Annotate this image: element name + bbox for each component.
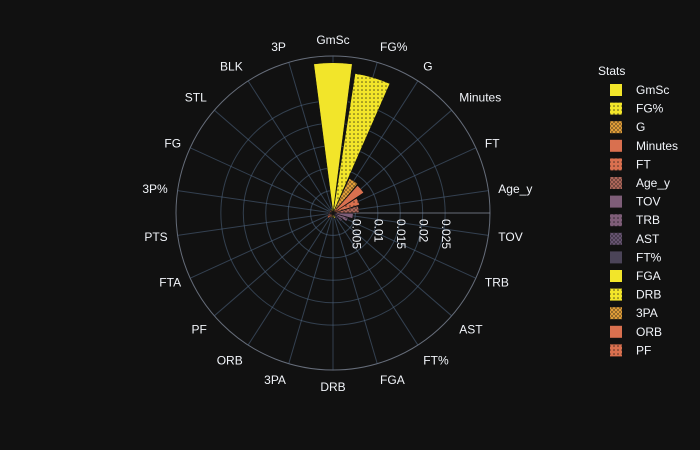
bar-trb [332, 212, 349, 222]
legend-label: AST [636, 232, 660, 246]
angular-tick-label: 3PA [264, 373, 286, 387]
legend-swatch [610, 251, 622, 264]
angular-tick-label: FTA [159, 275, 181, 289]
grid-spoke [332, 212, 378, 364]
bar-gmsc [313, 62, 353, 214]
legend-label: Age_y [636, 176, 670, 190]
angular-tick-label: 3P% [142, 182, 168, 196]
angular-tick-label: FT [485, 137, 500, 151]
grid-spoke [288, 212, 334, 364]
angular-tick-label: FGA [380, 373, 405, 387]
bar-fg- [332, 73, 391, 214]
bar-fta-extra [327, 212, 334, 217]
angular-tick-label: Age_y [498, 182, 532, 196]
grid-spoke [189, 147, 334, 214]
grid-spoke [332, 212, 489, 236]
legend-swatch [610, 177, 622, 189]
legend-label: 3PA [636, 306, 658, 320]
radial-tick-label: 0.015 [394, 219, 408, 249]
grid-spoke [288, 62, 334, 214]
legend-swatch [610, 288, 622, 301]
bar-ast [332, 212, 343, 222]
legend-label: Minutes [636, 139, 678, 153]
legend-swatch [610, 270, 622, 282]
grid-spoke [332, 212, 419, 346]
legend-swatch [610, 139, 622, 152]
grid-spoke [332, 212, 452, 317]
legend-label: FT% [636, 250, 662, 264]
bar-fga [332, 212, 336, 219]
radial-tick-label: 0.005 [349, 219, 363, 249]
angular-tick-label: ORB [217, 353, 243, 367]
grid-spoke [177, 190, 334, 214]
radial-tick-label: 0.025 [439, 219, 453, 249]
angular-tick-label: DRB [320, 380, 345, 394]
legend-label: DRB [636, 288, 661, 302]
legend-swatch [610, 214, 622, 227]
angular-tick-label: FG [164, 137, 181, 151]
angular-tick-label: PTS [144, 230, 167, 244]
legend-label: PF [636, 343, 651, 357]
angular-tick-label: FT% [423, 353, 449, 367]
legend-label: FG% [636, 102, 664, 116]
legend-label: FT [636, 157, 651, 171]
legend-label: TRB [636, 213, 660, 227]
bar-pf [327, 212, 334, 219]
angular-tick-label: STL [185, 91, 207, 105]
legend-label: GmSc [636, 83, 669, 97]
legend-swatch [610, 84, 622, 96]
polar-bars [313, 62, 391, 222]
grid-spoke [214, 212, 334, 317]
radial-axis-labels: 0.005 0.01 0.015 0.02 0.025 [349, 219, 453, 249]
legend-label: TOV [636, 195, 660, 209]
radial-tick-label: 0.01 [372, 219, 386, 243]
legend-swatch [610, 344, 622, 357]
grid-spoke [214, 109, 334, 214]
legend-swatch [610, 232, 622, 245]
angular-tick-label: TOV [498, 230, 522, 244]
bar-ft [332, 197, 360, 214]
angular-tick-label: GmSc [316, 33, 349, 47]
grid-spoke [247, 212, 334, 346]
grid-spoke [247, 80, 334, 214]
grid-spoke [177, 212, 334, 236]
angular-tick-label: AST [459, 322, 483, 336]
legend-title: Stats [598, 64, 625, 78]
angular-tick-label: FG% [380, 40, 408, 54]
grid-spoke [189, 212, 334, 279]
bar-ft- [332, 212, 338, 220]
legend-swatch [610, 195, 622, 208]
legend-swatch [610, 325, 622, 338]
bar-minutes [332, 185, 365, 214]
legend-swatch [610, 102, 622, 115]
angular-axis-labels: GmSc FG% G Minutes FT Age_y TOV TRB AST FT% FGA DRB… [142, 33, 532, 394]
legend-label: ORB [636, 325, 662, 339]
angular-tick-label: G [423, 60, 432, 74]
grid-spoke [332, 212, 477, 279]
angular-tick-label: TRB [485, 275, 509, 289]
radial-tick-label: 0.02 [417, 219, 431, 243]
legend: Stats GmSc FG% G Minutes FT Age_y TOV TRB AST FT%… [598, 64, 678, 357]
angular-tick-label: BLK [220, 60, 243, 74]
bar-age-y [332, 205, 360, 214]
legend-label: G [636, 120, 645, 134]
legend-swatch [610, 307, 622, 320]
legend-swatch [610, 158, 622, 171]
bar-g [332, 178, 358, 214]
legend-label: FGA [636, 269, 661, 283]
angular-tick-label: 3P [271, 40, 286, 54]
angular-tick-label: PF [191, 322, 206, 336]
legend-swatch [610, 121, 622, 134]
angular-tick-label: Minutes [459, 91, 501, 105]
bar-3p-extra [330, 208, 334, 214]
